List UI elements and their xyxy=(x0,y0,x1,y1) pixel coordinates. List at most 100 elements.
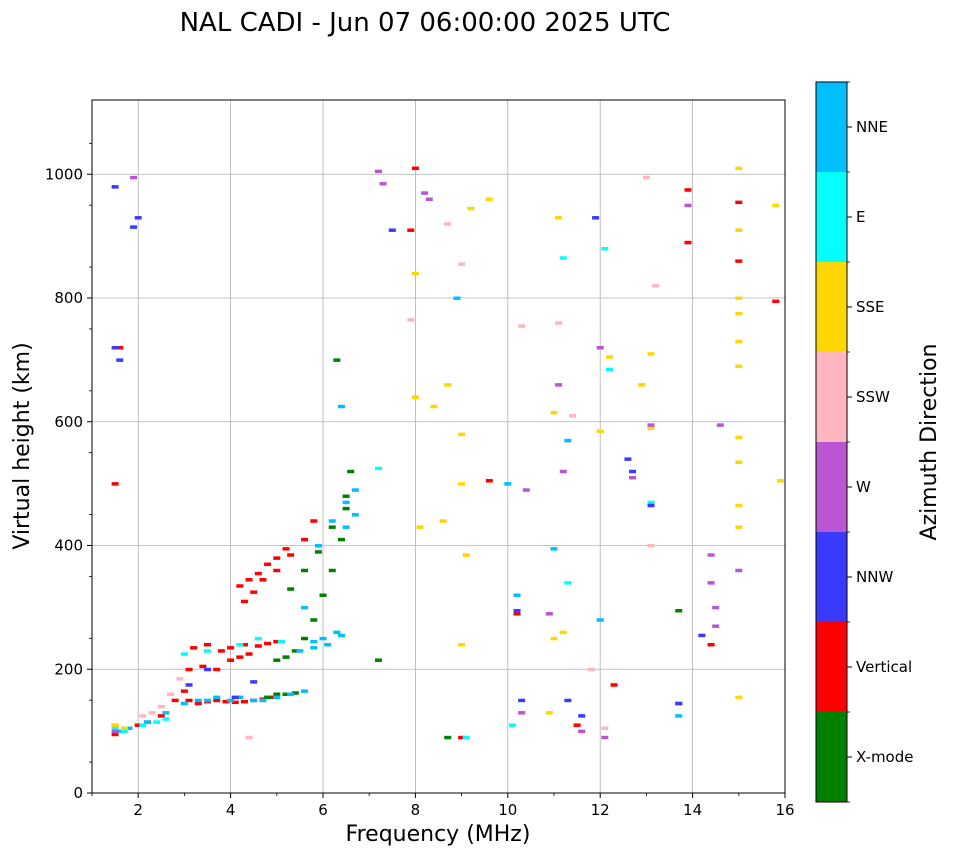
data-point-nnw xyxy=(647,503,655,508)
y-axis-label: Virtual height (km) xyxy=(10,342,35,549)
data-point-x-mode xyxy=(287,587,295,591)
data-point-x-mode xyxy=(282,655,290,659)
data-point-e xyxy=(204,649,211,653)
data-point-e xyxy=(462,735,470,740)
data-point-nne xyxy=(301,605,309,610)
data-point-sse xyxy=(550,410,558,415)
data-point-w xyxy=(735,568,743,573)
data-point-sse xyxy=(430,404,438,409)
data-point-sse xyxy=(772,203,780,208)
data-point-nne xyxy=(314,544,322,548)
data-point-ssw xyxy=(642,175,650,180)
data-point-e xyxy=(162,717,170,721)
colorbar-entry-label: E xyxy=(856,208,865,226)
colorbar-entry-label: X-mode xyxy=(856,748,913,766)
x-tick-label: 10 xyxy=(498,801,517,819)
data-point-sse xyxy=(647,352,655,356)
data-point-vertical xyxy=(254,644,262,648)
data-point-nne xyxy=(504,482,512,486)
data-point-vertical xyxy=(735,259,743,263)
data-point-nnw xyxy=(185,683,193,687)
data-point-vertical xyxy=(684,188,692,192)
data-point-x-mode xyxy=(264,695,272,700)
data-point-sse xyxy=(444,383,452,387)
data-point-nne xyxy=(310,646,318,650)
data-point-vertical xyxy=(707,643,715,647)
data-point-nnw xyxy=(624,457,632,461)
data-point-x-mode xyxy=(301,568,309,573)
data-point-x-mode xyxy=(310,618,318,622)
data-point-nne xyxy=(194,698,202,703)
data-point-vertical xyxy=(772,299,780,304)
data-point-nne xyxy=(162,711,170,715)
data-point-ssw xyxy=(157,704,165,709)
data-point-sse xyxy=(111,723,119,727)
data-point-nne xyxy=(351,488,359,492)
data-point-x-mode xyxy=(273,658,281,662)
data-point-e xyxy=(254,636,262,641)
data-point-ssw xyxy=(458,262,466,266)
data-point-sse xyxy=(411,395,419,399)
data-point-vertical xyxy=(573,723,581,727)
data-point-e xyxy=(601,247,609,251)
data-point-sse xyxy=(735,296,743,300)
data-point-vertical xyxy=(610,683,618,687)
data-point-nnw xyxy=(130,225,138,229)
data-point-sse xyxy=(545,711,553,715)
data-point-sse xyxy=(559,630,567,635)
data-point-nnw xyxy=(204,667,211,672)
data-point-nne xyxy=(213,695,221,700)
y-tick-label: 400 xyxy=(54,537,83,555)
data-point-nnw xyxy=(518,698,526,703)
data-point-ssw xyxy=(518,324,526,328)
data-point-nne xyxy=(287,692,295,696)
data-point-nne xyxy=(342,500,350,505)
data-point-e xyxy=(277,639,285,644)
data-point-ssw xyxy=(587,667,595,672)
data-point-vertical xyxy=(171,698,179,703)
data-point-x-mode xyxy=(314,550,322,554)
data-point-vertical xyxy=(240,699,248,704)
data-point-nne xyxy=(250,698,258,703)
data-point-sse xyxy=(735,460,743,464)
data-point-vertical xyxy=(194,701,202,706)
data-point-nne xyxy=(342,525,350,529)
data-point-vertical xyxy=(213,667,221,672)
data-point-vertical xyxy=(227,646,235,650)
data-point-x-mode xyxy=(444,735,452,740)
data-point-sse xyxy=(735,435,743,440)
data-point-nnw xyxy=(629,469,637,474)
data-point-x-mode xyxy=(675,608,683,613)
data-point-sse xyxy=(467,206,475,211)
data-point-nne xyxy=(675,714,683,718)
colorbar-entry-label: NNE xyxy=(856,118,888,136)
data-point-e xyxy=(564,581,572,585)
data-point-vertical xyxy=(268,695,276,700)
x-tick-label: 4 xyxy=(226,801,236,819)
data-point-sse xyxy=(411,271,419,276)
data-point-e xyxy=(153,720,161,724)
data-point-sse xyxy=(458,482,466,486)
data-point-vertical xyxy=(250,590,258,594)
data-point-vertical xyxy=(185,698,193,703)
data-point-vertical xyxy=(273,568,281,573)
data-point-nnw xyxy=(513,608,521,613)
data-point-sse xyxy=(485,197,493,201)
data-point-w xyxy=(601,735,609,740)
data-point-w xyxy=(374,169,382,174)
data-point-sse xyxy=(458,643,466,647)
y-tick-label: 800 xyxy=(54,289,83,307)
data-point-vertical xyxy=(301,537,309,542)
data-point-w xyxy=(559,469,567,474)
data-point-ssw xyxy=(148,711,156,715)
data-point-x-mode xyxy=(291,691,299,695)
grid-lines xyxy=(92,100,785,793)
data-point-vertical xyxy=(485,479,493,483)
data-point-nnw xyxy=(578,714,586,718)
data-point-nne xyxy=(337,404,345,409)
x-axis-label: Frequency (MHz) xyxy=(346,822,531,847)
data-point-vertical xyxy=(190,646,198,650)
data-point-vertical xyxy=(282,547,290,551)
data-point-ssw xyxy=(568,414,576,418)
